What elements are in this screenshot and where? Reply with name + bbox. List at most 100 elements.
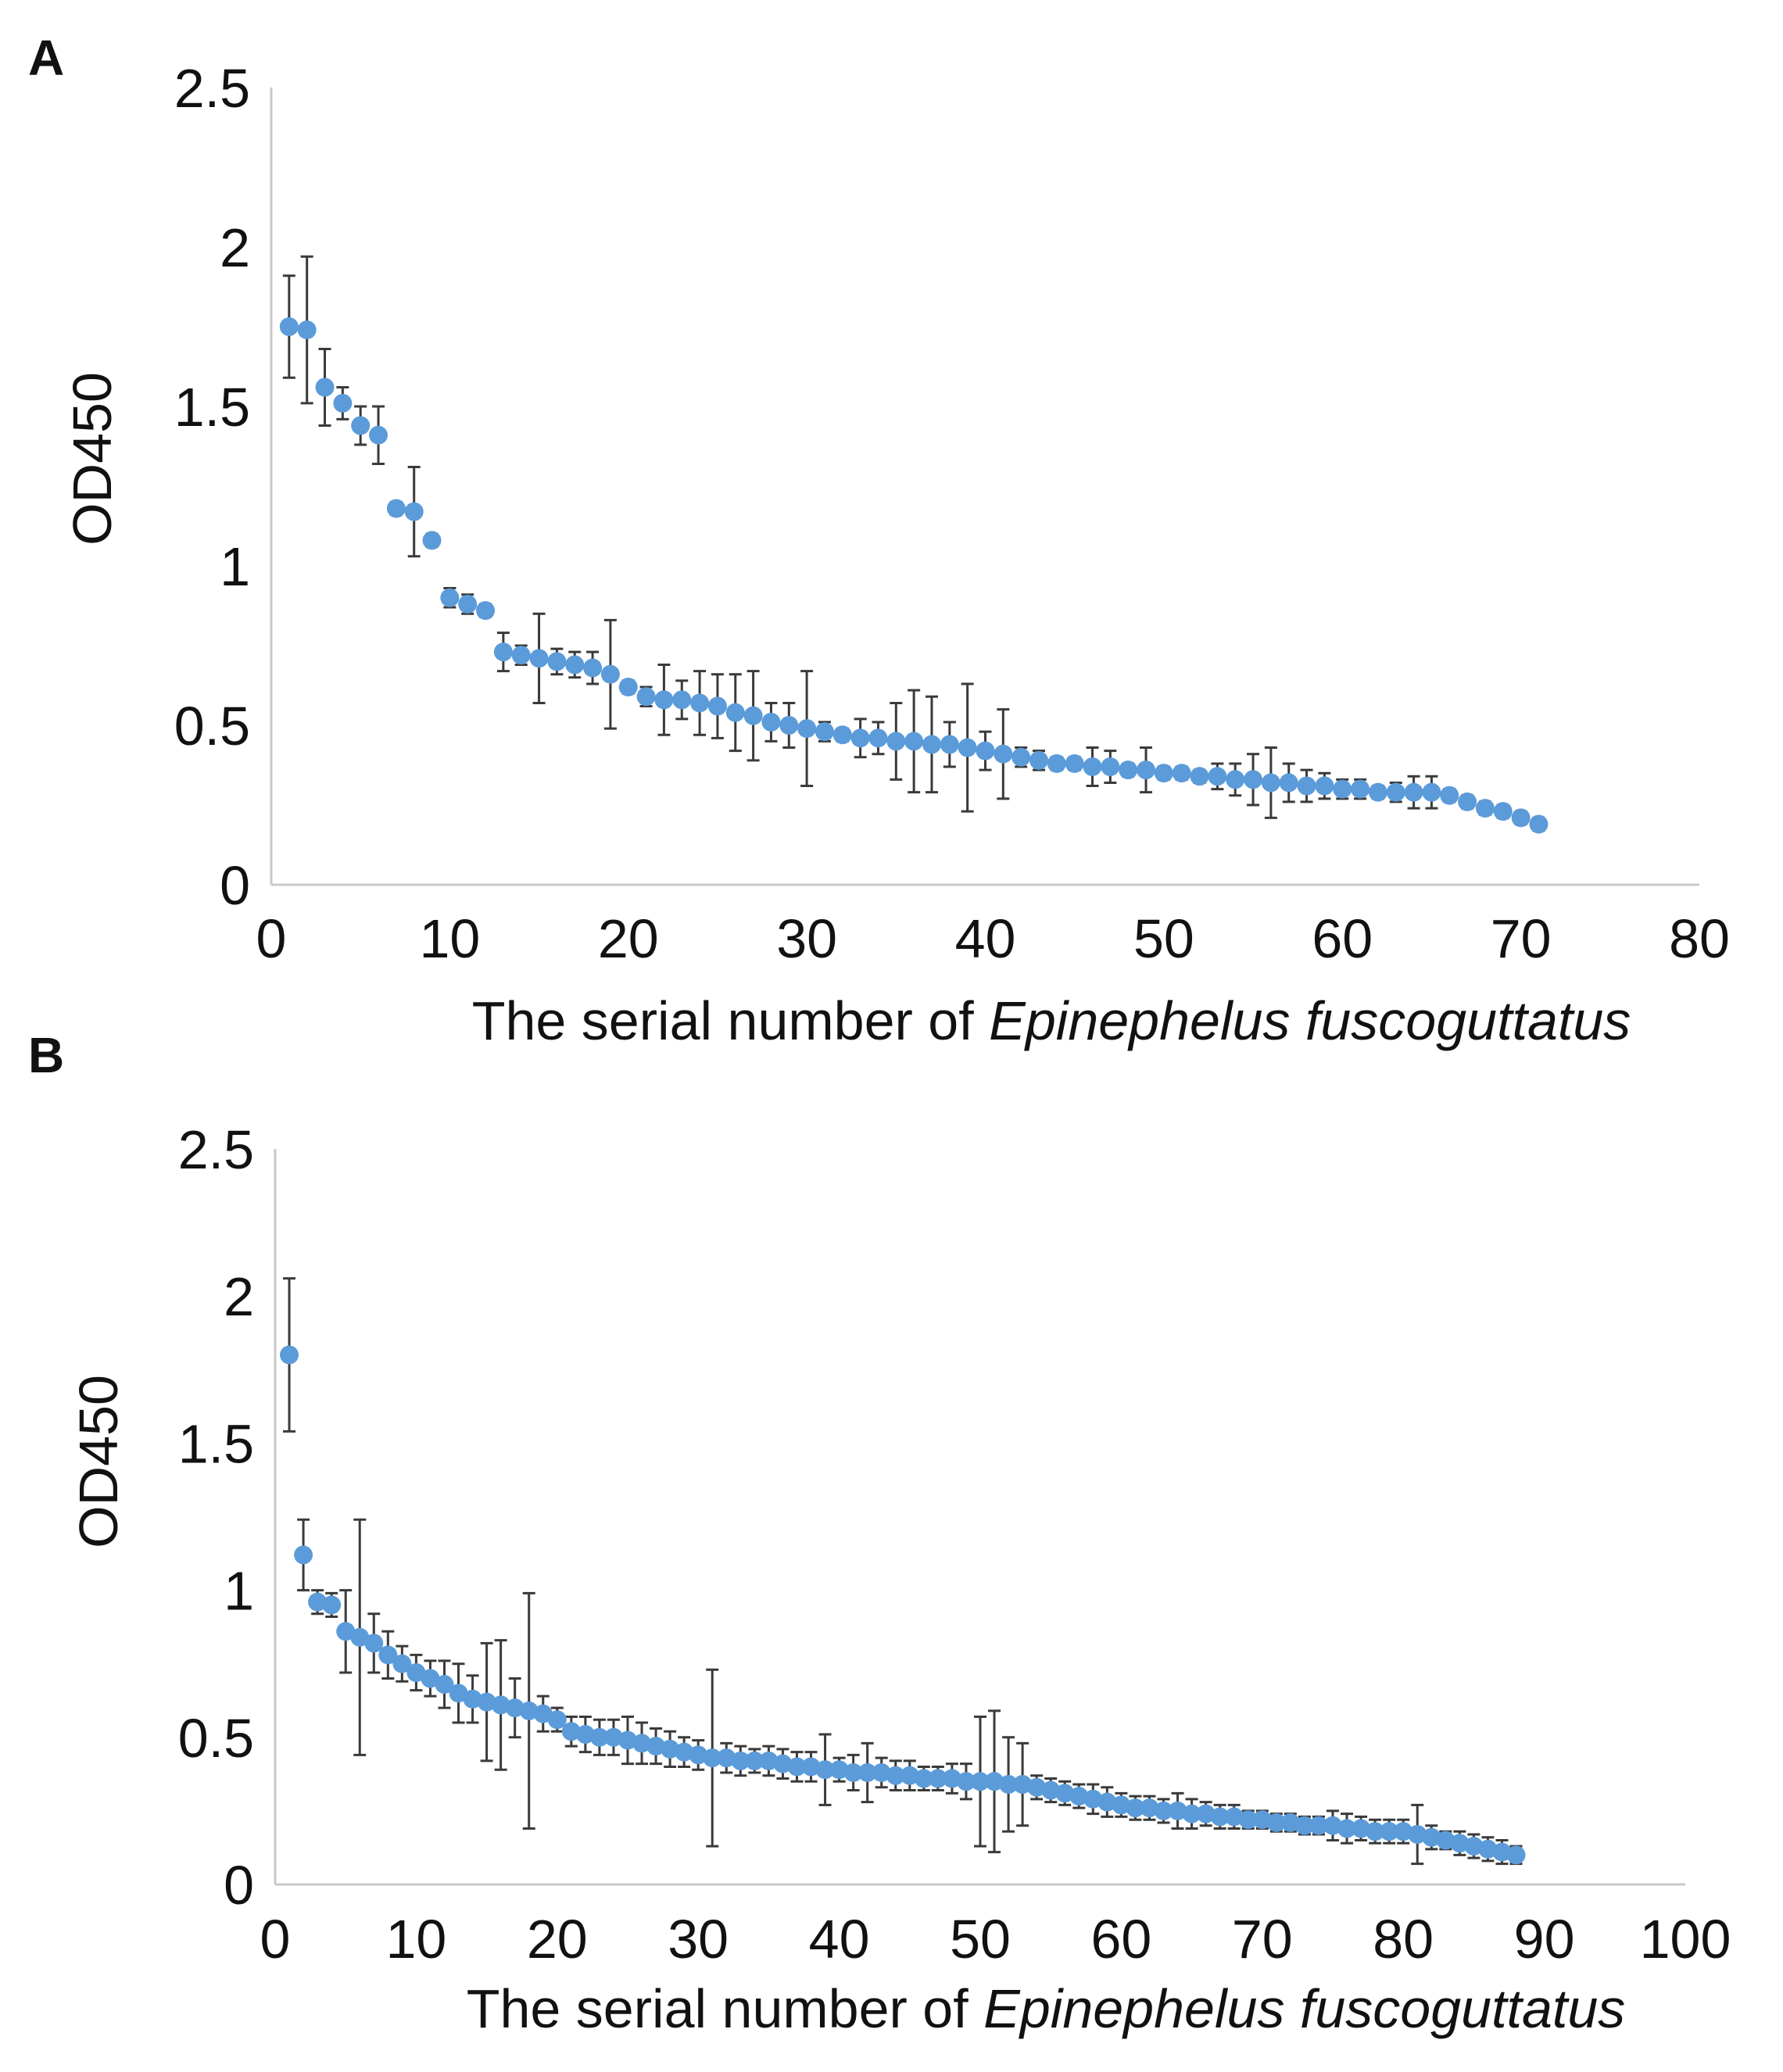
data-point xyxy=(636,687,656,707)
y-tick-label: 1 xyxy=(224,1561,254,1622)
data-point xyxy=(1055,1784,1075,1803)
data-point xyxy=(565,655,585,675)
data-point xyxy=(1368,782,1387,802)
data-point xyxy=(476,601,496,621)
data-point xyxy=(505,1698,525,1718)
x-tick-label: 80 xyxy=(1373,1909,1434,1970)
data-point xyxy=(1119,760,1138,780)
data-point xyxy=(440,588,460,607)
data-point xyxy=(477,1692,496,1712)
data-point xyxy=(294,1545,313,1565)
y-tick-label: 2 xyxy=(224,1266,254,1327)
data-point xyxy=(561,1722,581,1741)
data-point xyxy=(378,1645,398,1665)
x-tick-label: 90 xyxy=(1514,1909,1575,1970)
data-point xyxy=(761,712,781,732)
data-point xyxy=(661,1739,680,1759)
x-tick-label: 70 xyxy=(1491,908,1552,969)
data-point xyxy=(280,1345,299,1365)
data-point xyxy=(940,735,959,754)
data-point xyxy=(731,1751,750,1770)
data-point xyxy=(1041,1780,1061,1800)
data-point xyxy=(759,1751,779,1770)
data-point xyxy=(787,1757,807,1777)
data-point xyxy=(717,1748,736,1768)
data-point xyxy=(1047,753,1066,773)
data-point xyxy=(1478,1839,1498,1859)
panel-b-y-axis-title: OD450 xyxy=(68,1375,129,1548)
data-point xyxy=(1101,757,1120,777)
data-point xyxy=(1436,1830,1455,1850)
x-tick-label: 100 xyxy=(1640,1909,1731,1970)
data-point xyxy=(1140,1798,1159,1818)
data-point xyxy=(1190,767,1209,786)
data-point xyxy=(725,703,745,722)
panel-b-x-axis-title-prefix: The serial number of xyxy=(467,1978,983,2039)
data-point xyxy=(1309,1816,1328,1835)
data-point xyxy=(322,1595,342,1615)
x-tick-label: 50 xyxy=(950,1909,1011,1970)
x-tick-label: 40 xyxy=(809,1909,870,1970)
data-point xyxy=(672,690,692,710)
data-point xyxy=(511,646,531,665)
data-point xyxy=(976,741,995,760)
x-tick-label: 60 xyxy=(1312,908,1373,969)
data-point xyxy=(956,1772,976,1791)
data-point xyxy=(1315,776,1334,796)
data-point xyxy=(632,1734,652,1753)
data-point xyxy=(1208,767,1227,786)
data-point xyxy=(583,658,603,678)
y-tick-label: 2 xyxy=(220,217,250,278)
data-point xyxy=(1422,1827,1441,1847)
data-point xyxy=(797,719,817,739)
data-point xyxy=(1458,792,1477,811)
data-point xyxy=(1351,779,1370,799)
data-point xyxy=(392,1654,412,1673)
data-point xyxy=(589,1727,609,1747)
data-point xyxy=(1027,1777,1047,1797)
panel-a-data-points xyxy=(279,317,1548,834)
data-point xyxy=(999,1775,1019,1795)
y-tick-label: 0 xyxy=(220,855,250,916)
data-point xyxy=(491,1695,510,1715)
data-point xyxy=(815,1760,835,1780)
x-tick-label: 70 xyxy=(1232,1909,1293,1970)
data-point xyxy=(1408,1825,1427,1845)
data-point xyxy=(1224,1807,1244,1827)
panel-a-x-axis-title-prefix: The serial number of xyxy=(472,990,989,1051)
data-point xyxy=(533,1704,553,1723)
data-point xyxy=(646,1737,666,1756)
data-point xyxy=(1450,1834,1470,1853)
panel-a-x-tick-labels: 0 10 20 30 40 50 60 70 80 xyxy=(256,908,1730,969)
panel-b-x-tick-labels: 0 10 20 30 40 50 60 70 80 90 100 xyxy=(260,1909,1731,1970)
data-point xyxy=(872,1762,891,1782)
data-point xyxy=(832,725,852,745)
data-point xyxy=(1168,1801,1187,1820)
data-point xyxy=(994,744,1013,764)
data-point xyxy=(1422,782,1441,802)
x-tick-label: 60 xyxy=(1090,1909,1151,1970)
data-point xyxy=(985,1772,1004,1791)
data-point xyxy=(1511,808,1531,828)
panel-a-chart: A 0 0.5 1 1.5 2 2.5 0 10 20 30 40 50 60 70 80 OD450 T… xyxy=(28,30,1730,1051)
data-point xyxy=(603,1727,623,1747)
data-point xyxy=(1464,1837,1484,1856)
data-point xyxy=(1083,757,1102,777)
data-point xyxy=(1333,779,1352,799)
data-point xyxy=(900,1766,919,1785)
data-point xyxy=(618,678,638,697)
data-point xyxy=(336,1622,356,1641)
data-point xyxy=(1366,1822,1385,1841)
data-point xyxy=(815,722,834,742)
data-point xyxy=(529,649,549,668)
data-point xyxy=(308,1592,328,1612)
data-point xyxy=(745,1751,764,1770)
data-point xyxy=(829,1760,849,1780)
data-point xyxy=(1529,814,1548,834)
panel-b-x-axis-title: The serial number of Epinephelus fuscogu… xyxy=(467,1978,1626,2039)
data-point xyxy=(1112,1795,1131,1815)
y-tick-label: 0.5 xyxy=(178,1708,254,1769)
x-tick-label: 30 xyxy=(668,1909,729,1970)
x-tick-label: 10 xyxy=(385,1909,446,1970)
data-point xyxy=(1394,1822,1413,1841)
